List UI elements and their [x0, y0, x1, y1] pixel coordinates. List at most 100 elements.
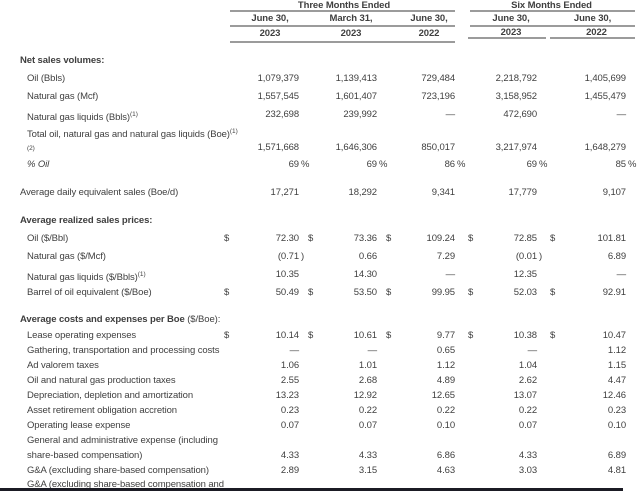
currency-symbol [386, 70, 397, 88]
table-row: General and administrative expense (incl… [0, 433, 640, 448]
currency-symbol: $ [550, 233, 556, 244]
currency-symbol [224, 418, 235, 433]
currency-symbol [468, 266, 479, 284]
cell-value: 69 [526, 159, 537, 170]
table-row: Oil ($/Bbl) $72.30 $73.36 $109.24 $72.85 $101… [0, 230, 640, 248]
currency-symbol [224, 70, 235, 88]
value-cell: 1,557,545 [224, 88, 308, 106]
table-row: Depreciation, depletion and amortization… [0, 388, 640, 403]
value-suffix [626, 343, 635, 358]
currency-symbol [468, 88, 479, 106]
value-cell: 0.66 [308, 248, 386, 266]
cell-value: 9,341 [431, 187, 455, 198]
cell-value: — [445, 109, 456, 120]
value-suffix [299, 184, 308, 202]
value-cell: — [550, 266, 635, 284]
value-suffix [537, 70, 546, 88]
table-row: Natural gas ($/Mcf) (0.71) 0.66 7.29 (0.01) 6… [0, 248, 640, 266]
value-cell: $10.47 [550, 328, 635, 343]
currency-symbol [386, 403, 397, 418]
currency-symbol [224, 448, 235, 463]
row-label: Natural gas liquids (Bbls)(1) [27, 111, 138, 123]
table-row: Lease operating expenses $10.14 $10.61 $9.7… [0, 328, 640, 343]
value-cell: 1,648,279 [550, 140, 635, 156]
currency-symbol [550, 373, 561, 388]
value-suffix [299, 358, 308, 373]
currency-symbol [550, 343, 561, 358]
cell-value: 3.15 [358, 465, 377, 476]
currency-symbol [308, 418, 319, 433]
cell-value: 1,571,668 [257, 142, 299, 153]
cell-value: 472,690 [503, 109, 537, 120]
value-cell: 2.62 [468, 373, 546, 388]
value-suffix [626, 448, 635, 463]
cell-value: 2.89 [280, 465, 299, 476]
cell-value: 85 [615, 159, 626, 170]
value-suffix [537, 343, 546, 358]
value-suffix [537, 106, 546, 124]
currency-symbol: $ [224, 330, 230, 341]
value-cell: 723,196 [386, 88, 464, 106]
currency-symbol [468, 448, 479, 463]
value-cell: 4.47 [550, 373, 635, 388]
cell-value: 4.47 [607, 375, 626, 386]
value-cell: 13.07 [468, 388, 546, 403]
value-suffix [455, 266, 464, 284]
value-suffix [626, 418, 635, 433]
table-row: Asset retirement obligation accretion 0.2… [0, 403, 640, 418]
value-suffix [455, 70, 464, 88]
cell-value: 1,405,699 [584, 73, 626, 84]
currency-symbol [224, 156, 235, 174]
value-cell: 85% [550, 156, 637, 174]
currency-symbol [224, 140, 235, 156]
cell-value: 101.81 [597, 233, 627, 244]
currency-symbol: $ [550, 330, 556, 341]
cell-value: 73.36 [353, 233, 377, 244]
currency-symbol [468, 418, 479, 433]
value-cell: 18,292 [308, 184, 386, 202]
row-label: General and administrative expense (incl… [27, 435, 218, 446]
value-cell: $72.30 [224, 230, 308, 248]
value-suffix [455, 248, 464, 266]
cell-value: 1.12 [436, 360, 455, 371]
cell-value: 0.65 [436, 345, 455, 356]
row-label: Net sales volumes: [20, 55, 105, 66]
cell-value: 0.23 [280, 405, 299, 416]
value-suffix [377, 418, 386, 433]
row-label: Total oil, natural gas and natural gas l… [27, 128, 238, 140]
value-suffix [537, 463, 546, 478]
value-cell: 1,455,479 [550, 88, 635, 106]
cell-value: 1,646,306 [335, 142, 377, 153]
value-suffix [626, 266, 635, 284]
cell-value: 4.33 [518, 450, 537, 461]
value-cell: $9.77 [386, 328, 464, 343]
value-cell: $92.91 [550, 284, 635, 302]
header-rule [230, 10, 455, 12]
currency-symbol [550, 156, 561, 174]
value-suffix [626, 388, 635, 403]
currency-symbol [550, 388, 561, 403]
cell-value: 1.01 [358, 360, 377, 371]
table-row: Barrel of oil equivalent ($/Boe) $50.49 $5… [0, 284, 640, 302]
value-cell: 850,017 [386, 140, 464, 156]
cell-value: 3.03 [518, 465, 537, 476]
value-suffix [626, 70, 635, 88]
row-label-continuation: (2) [0, 140, 224, 156]
cell-value: — [616, 269, 627, 280]
value-suffix [377, 403, 386, 418]
column-group: Six Months Ended June 30, June 30, 2023 2022 [468, 0, 635, 39]
row-label: Average costs and expenses per Boe ($/Bo… [20, 314, 221, 325]
cell-value: 1,601,407 [335, 91, 377, 102]
row-label: Barrel of oil equivalent ($/Boe) [27, 287, 152, 298]
value-cell: 0.23 [224, 403, 308, 418]
row-label: Natural gas ($/Mcf) [27, 251, 106, 262]
currency-symbol [224, 248, 235, 266]
cell-value: 729,484 [421, 73, 455, 84]
footnote-marker: (1) [130, 111, 138, 118]
currency-symbol [308, 266, 319, 284]
value-suffix [626, 248, 635, 266]
value-cell: 1,079,379 [224, 70, 308, 88]
value-suffix [377, 88, 386, 106]
row-label: Ad valorem taxes [27, 360, 99, 371]
